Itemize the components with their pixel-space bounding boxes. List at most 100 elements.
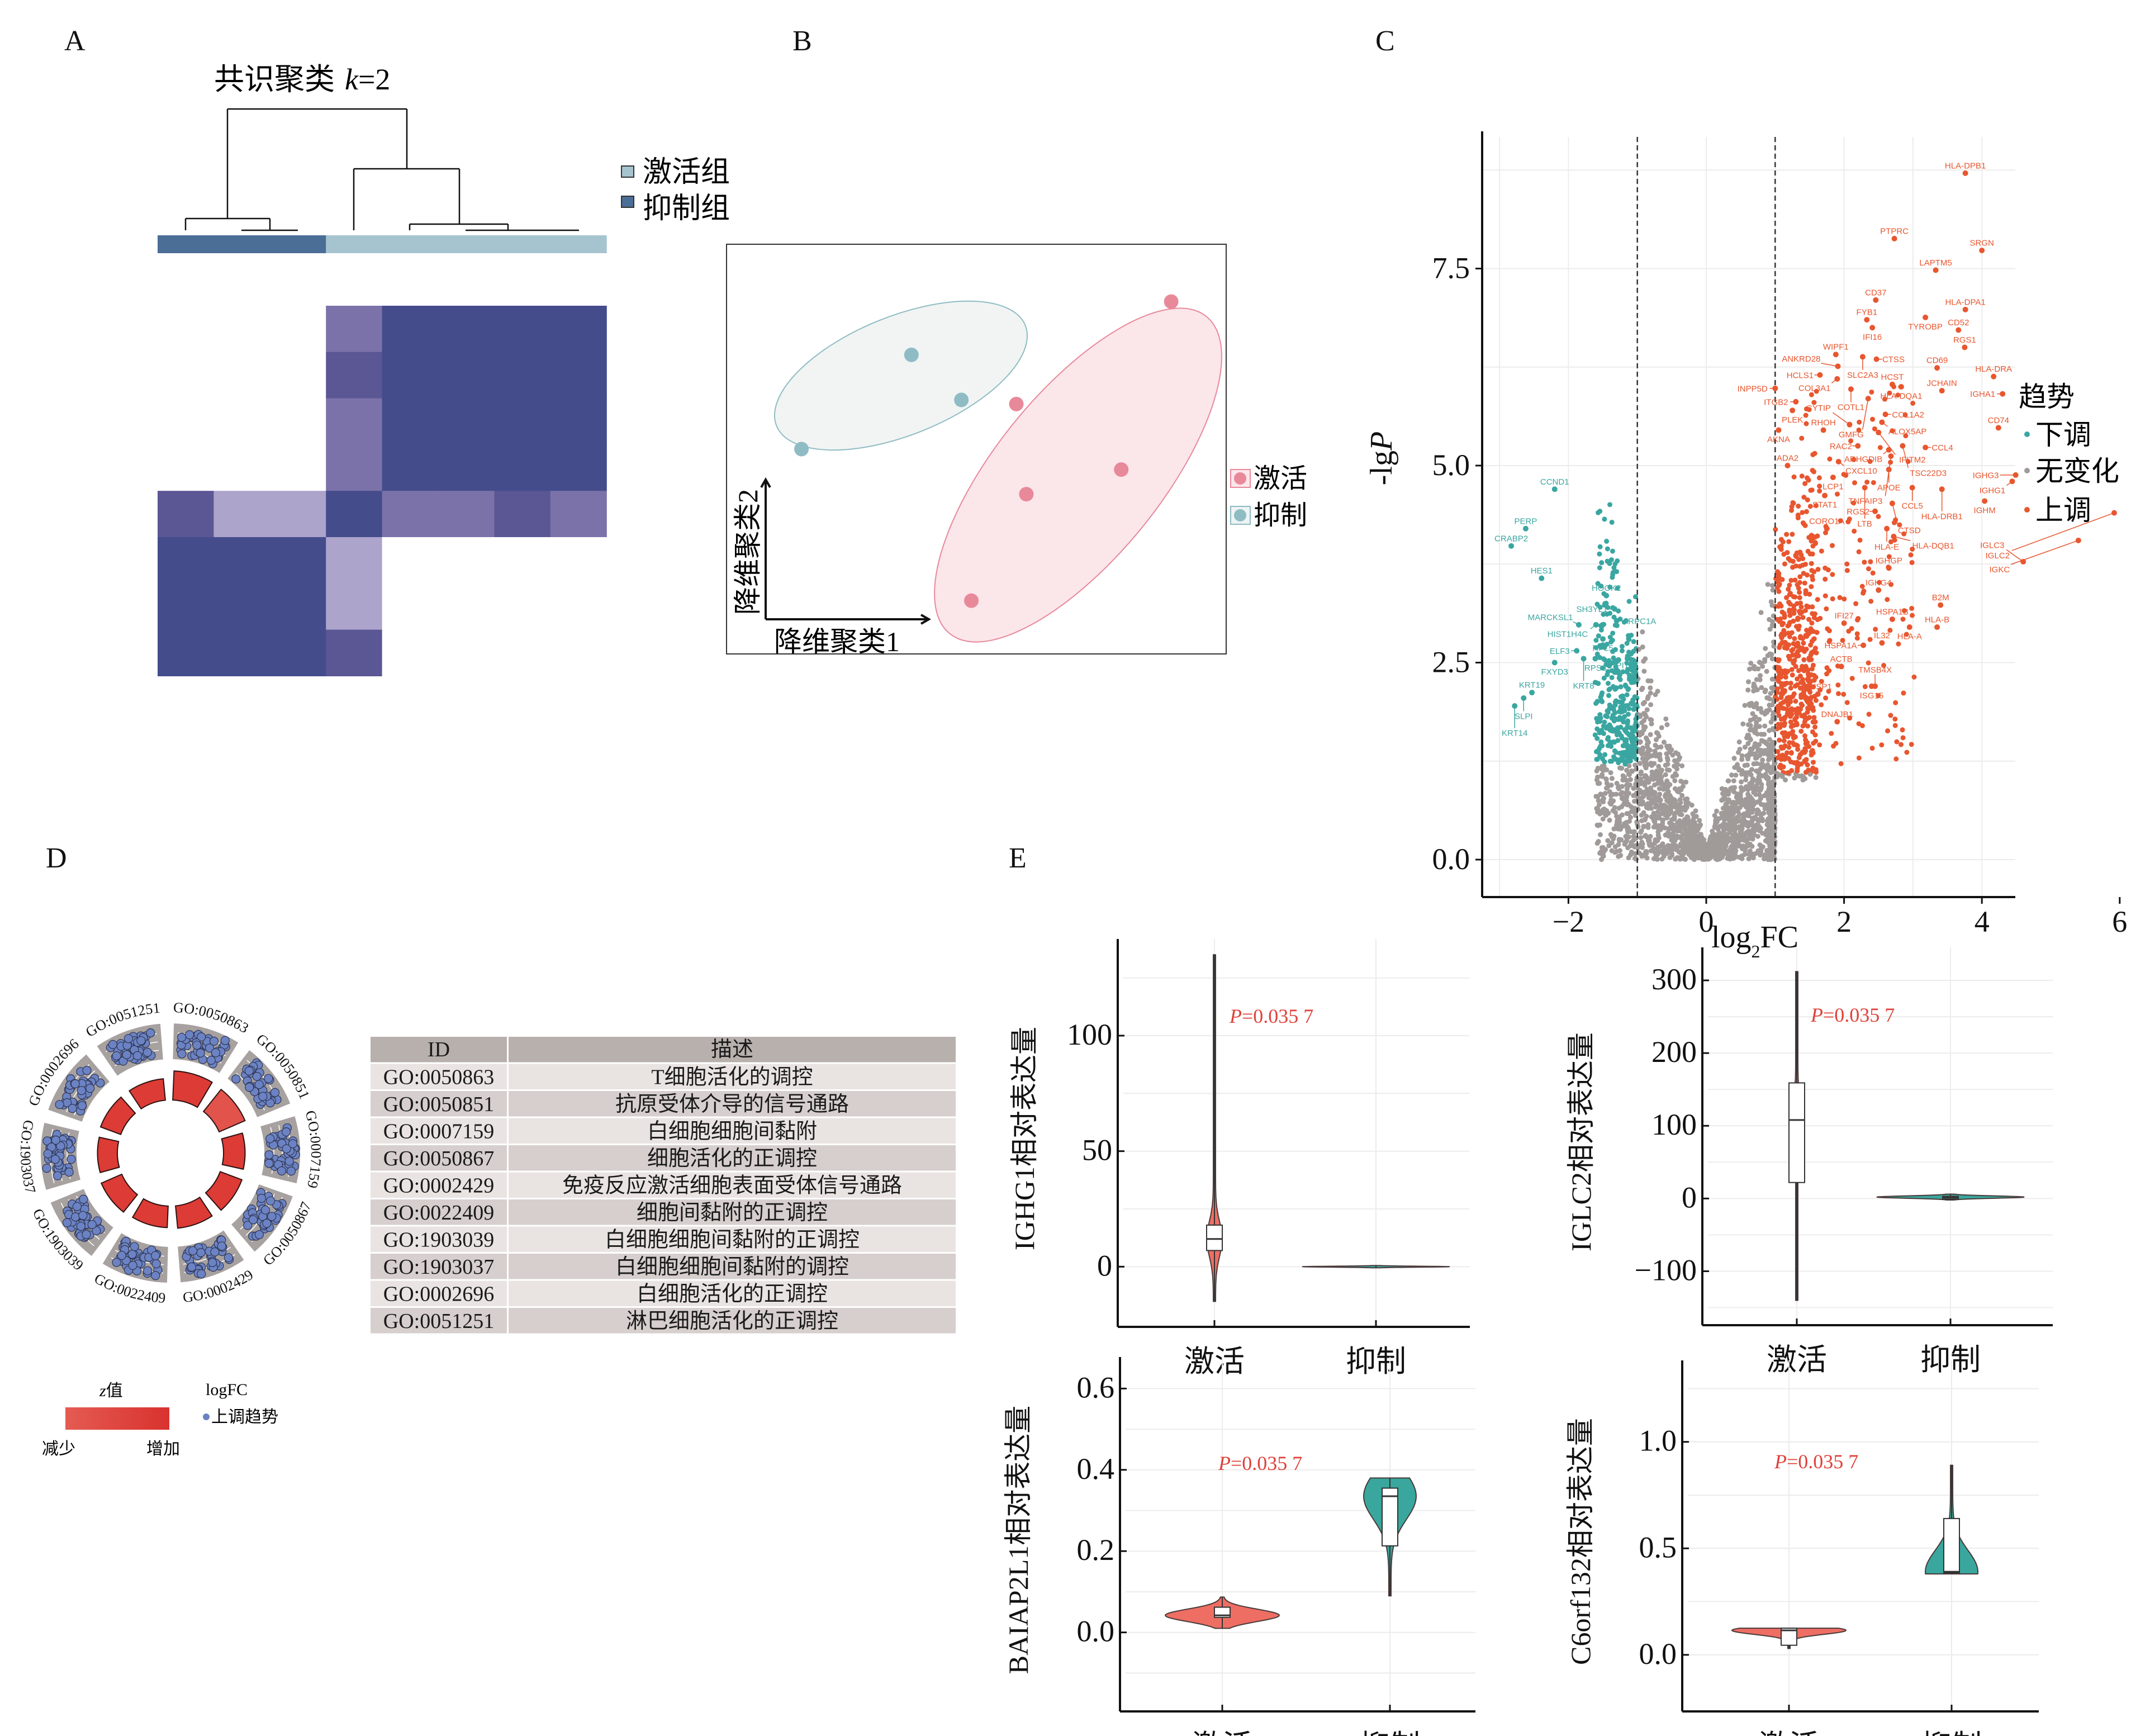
table-cell-bg [509, 1172, 956, 1198]
labeled-point-cd37 [1873, 297, 1879, 303]
volcano-point [1743, 819, 1749, 825]
labeled-point-iglc2 [2111, 510, 2117, 516]
legend-decrease: 减少 [42, 1440, 75, 1458]
volcano-point-up [1803, 509, 1809, 514]
volcano-point [1725, 816, 1731, 822]
zscore-bar [202, 1088, 246, 1133]
volcano-point [1672, 758, 1678, 763]
volcano-point [1693, 808, 1698, 814]
volcano-point [1665, 761, 1670, 767]
volcano-point [1763, 646, 1768, 651]
heatmap-cell [494, 537, 551, 584]
volcano-point-up [1814, 630, 1820, 635]
volcano-point [1607, 561, 1612, 566]
gene-label: CCL4 [1931, 443, 1953, 453]
labeled-point-rpl5 [1600, 636, 1606, 642]
volcano-point [1800, 723, 1806, 729]
logfc-gene-dot [260, 1205, 270, 1215]
panel-label-b: B [792, 25, 812, 57]
y-tick-label: −100 [1635, 1253, 1697, 1287]
volcano-point [1673, 810, 1678, 816]
volcano-point [1625, 826, 1630, 832]
logfc-gene-dot [244, 1066, 254, 1076]
labeled-point-tnfaip3 [1888, 453, 1894, 459]
logfc-gene-dot [257, 1193, 267, 1203]
volcano-point-down [1611, 739, 1616, 744]
volcano-point-up [1815, 597, 1820, 603]
legend-swatch-suppressed [621, 196, 634, 208]
volcano-point [1608, 770, 1613, 776]
volcano-point-down [1619, 733, 1624, 739]
volcano-point-up [1851, 457, 1857, 462]
volcano-point [1647, 747, 1653, 753]
logfc-gene-dot [78, 1211, 88, 1220]
heatmap-cell [326, 306, 383, 353]
gene-label: CD37 [1865, 288, 1886, 297]
volcano-point [1678, 828, 1683, 834]
volcano-point [1648, 833, 1653, 839]
volcano-point [1803, 412, 1809, 418]
go-id-cell: GO:1903037 [383, 1255, 494, 1279]
volcano-point [1661, 739, 1667, 745]
volcano-point-up [1809, 538, 1814, 544]
volcano-point [1747, 781, 1753, 786]
logfc-gene-dot [265, 1196, 276, 1206]
logfc-gene-dot [210, 1247, 220, 1257]
heatmap-cell [213, 306, 270, 353]
volcano-point [1667, 743, 1672, 749]
volcano-point [1731, 756, 1737, 761]
volcano-point-down [1627, 672, 1632, 678]
y-tick-label: 0.0 [1639, 1637, 1677, 1671]
volcano-point [1765, 582, 1771, 587]
volcano-point [1609, 519, 1615, 525]
volcano-point-up [1824, 671, 1830, 677]
y-tick-label: 0.0 [1432, 842, 1470, 876]
heatmap-cell [382, 537, 439, 584]
volcano-point-down [1631, 677, 1637, 682]
volcano-point-up [1798, 728, 1804, 734]
volcano-point [1672, 838, 1678, 844]
y-tick-label: 0 [1682, 1180, 1697, 1214]
logfc-gene-dot [70, 1079, 80, 1089]
go-description-cell: 白细胞细胞间黏附 [647, 1120, 817, 1144]
volcano-point [1641, 668, 1647, 674]
volcano-point-up [1856, 549, 1862, 554]
volcano-point [1769, 583, 1775, 589]
volcano-point [1764, 710, 1769, 715]
volcano-point-up [1815, 533, 1820, 539]
volcano-point [1807, 715, 1812, 720]
legend-logfc-title: logFC [206, 1381, 248, 1399]
x-axis-title-fc: FC [1760, 920, 1799, 955]
annotation-cell [550, 235, 607, 253]
volcano-point [1654, 737, 1659, 742]
volcano-point-up [1787, 696, 1793, 701]
volcano-point-up [1870, 416, 1876, 422]
volcano-point [1706, 851, 1711, 856]
volcano-point-up [1817, 742, 1822, 748]
legend-label-up: 上调 [2035, 495, 2091, 526]
gene-label: CD74 [1988, 416, 2009, 425]
volcano-point-up [1786, 744, 1792, 750]
label-leader-line [1885, 456, 1892, 496]
volcano-point-up [1775, 749, 1781, 755]
volcano-point [1658, 768, 1663, 774]
volcano-point [1760, 831, 1765, 836]
volcano-point [1619, 648, 1625, 653]
volcano-point [1801, 495, 1807, 500]
go-description-cell: T细胞活化的调控 [651, 1066, 813, 1089]
table-row: GO:0007159 白细胞细胞间黏附 [371, 1118, 956, 1144]
y-axis-title-p: P [1364, 431, 1399, 451]
labeled-point-hla-dra [1991, 373, 1997, 380]
volcano-point-up [1787, 582, 1792, 588]
volcano-point [1764, 668, 1769, 674]
volcano-point [1624, 794, 1630, 800]
table-cell-bg [371, 1145, 507, 1171]
volcano-point-up [1829, 731, 1834, 736]
volcano-point-up [1795, 648, 1801, 654]
volcano-point [1800, 556, 1806, 562]
p-symbol: P [1774, 1450, 1787, 1473]
heatmap-cell [326, 352, 383, 399]
volcano-point-down [1628, 725, 1634, 731]
volcano-point [1627, 777, 1633, 782]
volcano-point [1741, 801, 1746, 807]
